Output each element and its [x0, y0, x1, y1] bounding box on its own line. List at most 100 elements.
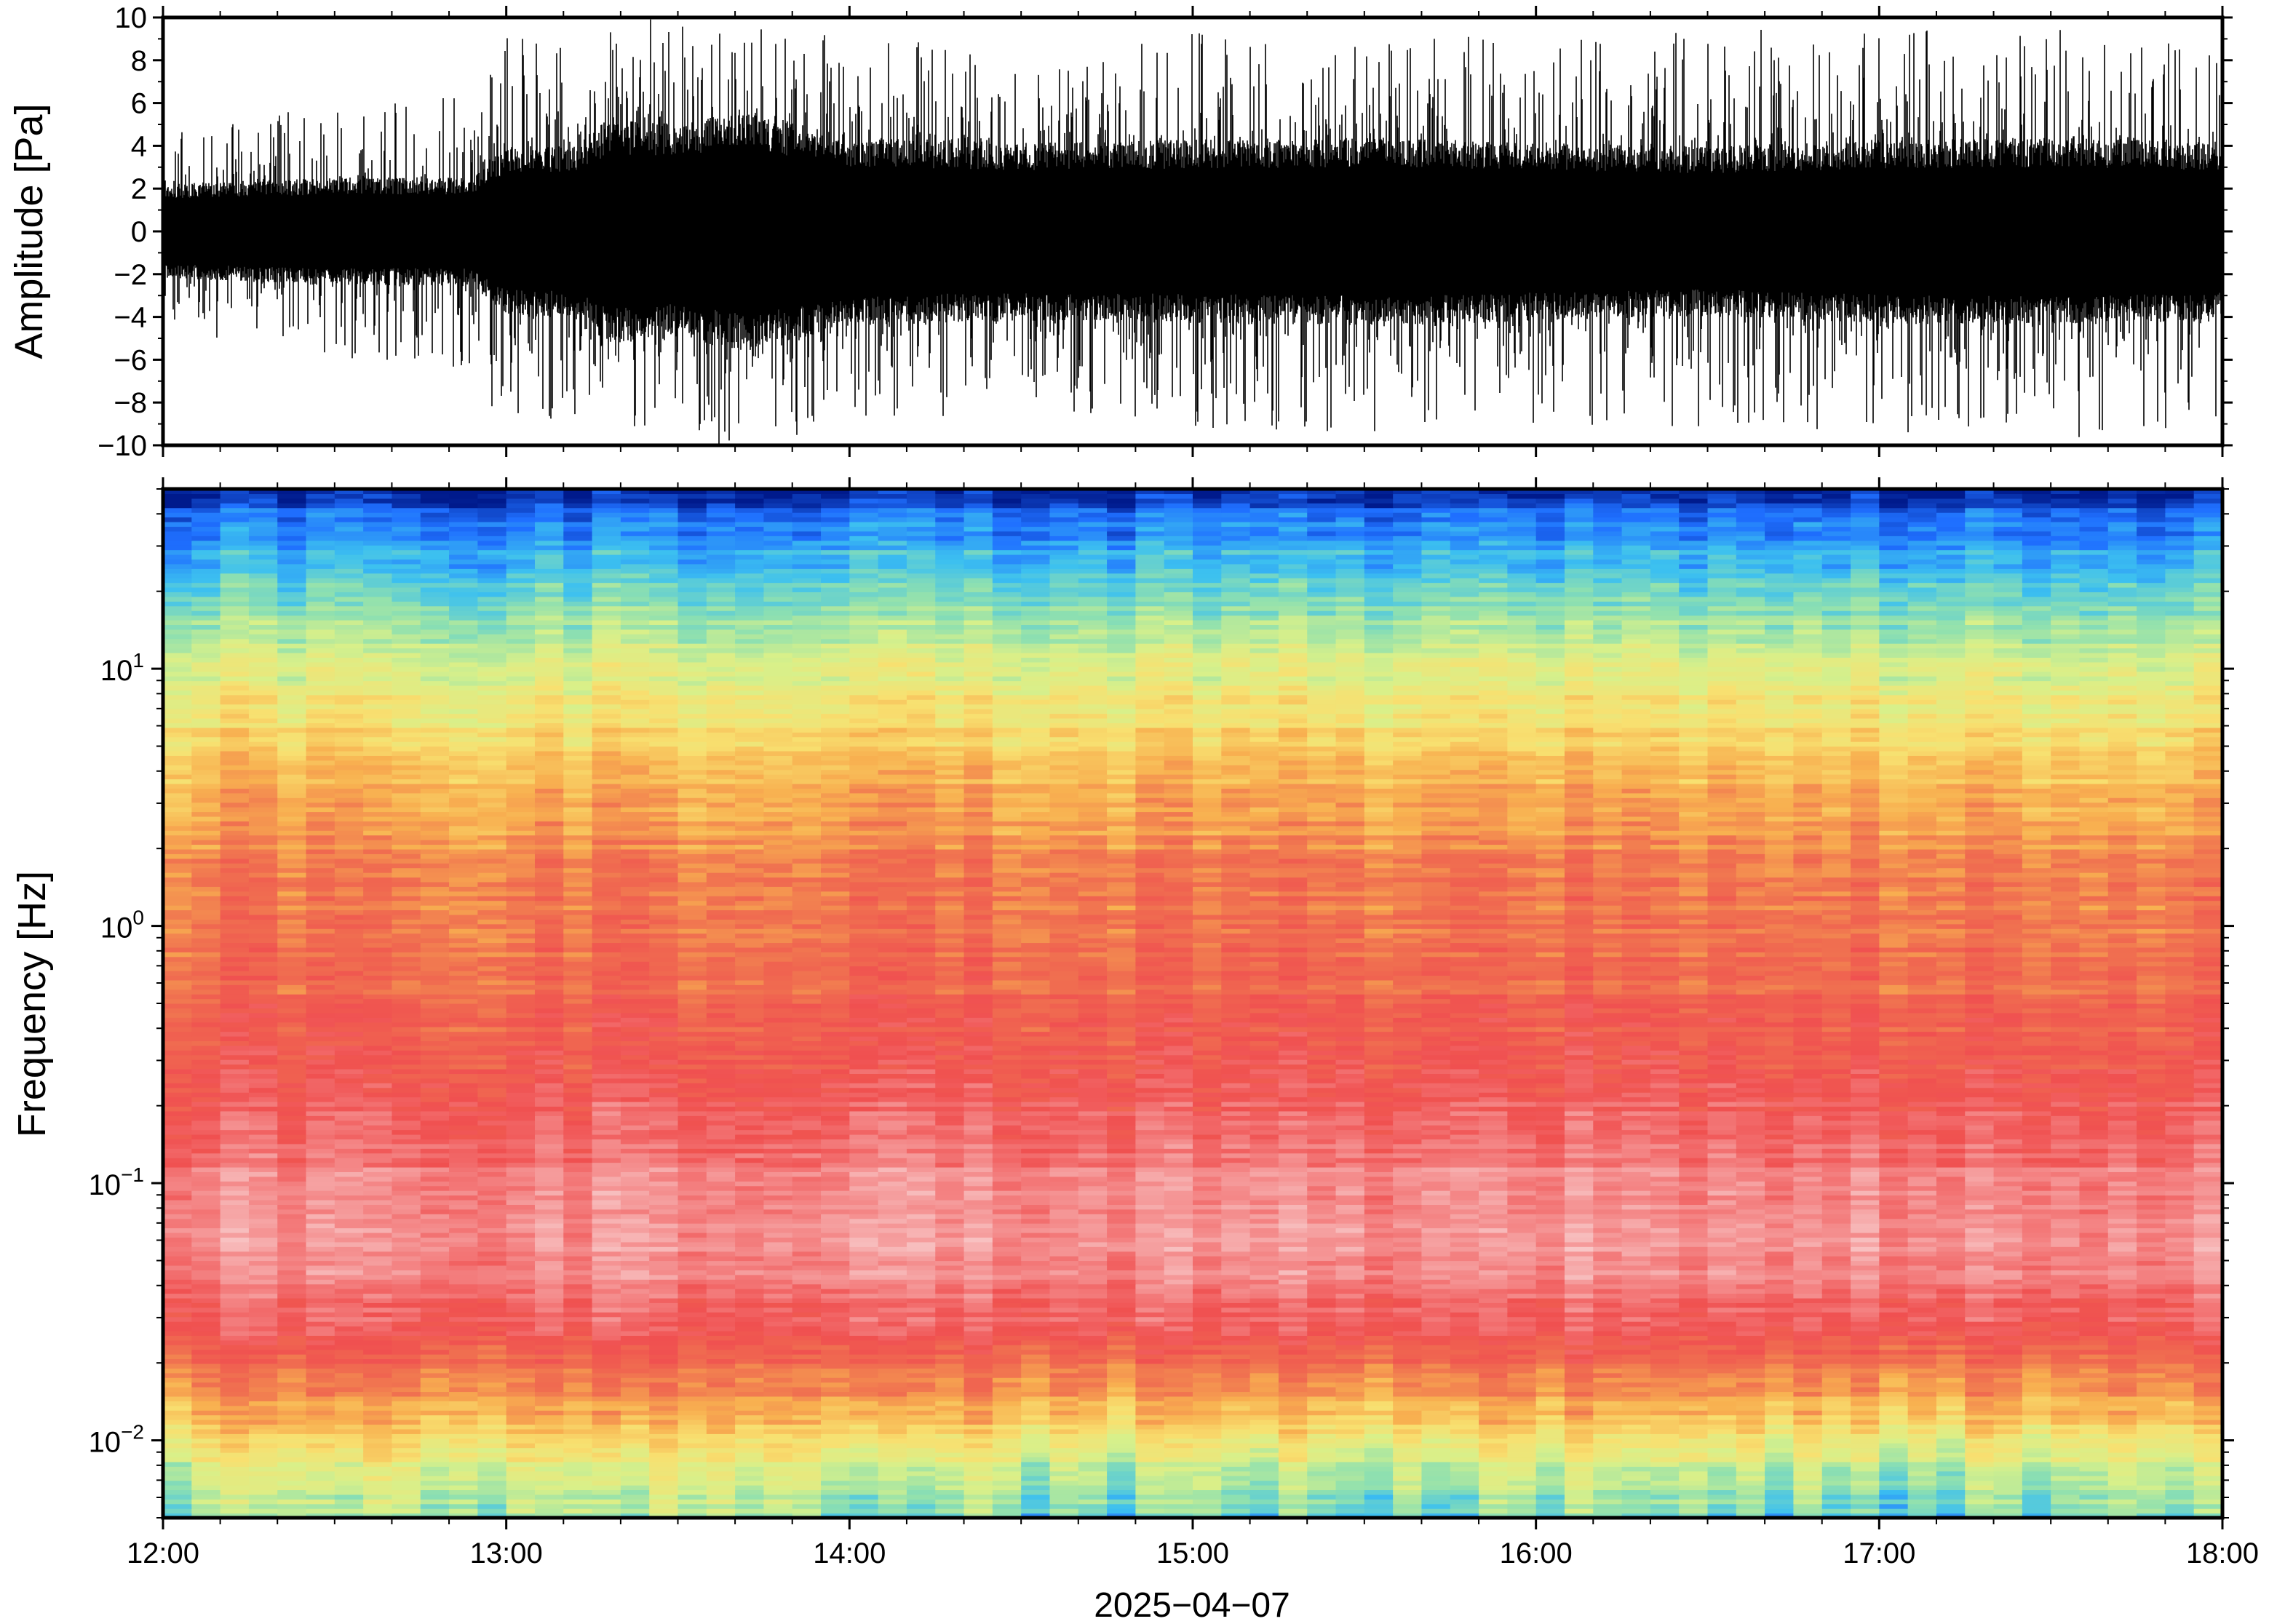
spectrogram-cell	[906, 1363, 936, 1369]
spectrogram-cell	[963, 1391, 993, 1397]
spectrogram-cell	[1164, 1302, 1193, 1308]
spectrogram-cell	[706, 1391, 736, 1397]
spectrogram-cell	[592, 1476, 621, 1481]
spectrogram-cell	[1249, 1358, 1279, 1364]
spectrogram-cell	[735, 1368, 765, 1374]
spectrogram-cell	[534, 1396, 564, 1401]
spectrogram-cell	[277, 1209, 307, 1214]
spectrogram-cell	[1650, 1218, 1680, 1224]
spectrogram-cell	[763, 1283, 793, 1289]
spectrogram-cell	[2079, 1214, 2109, 1219]
spectrogram-cell	[191, 1377, 221, 1383]
spectrogram-cell	[506, 1503, 536, 1509]
spectrogram-cell	[1450, 1476, 1479, 1481]
spectrogram-cell	[1078, 1349, 1108, 1355]
spectrogram-cell	[477, 1214, 507, 1219]
spectrogram-cell	[2193, 1312, 2222, 1318]
spectrogram-cell	[1164, 1513, 1193, 1518]
spectrogram-cell	[706, 1316, 736, 1322]
spectrogram-cell	[1993, 1251, 2023, 1257]
spectrogram-cell	[1049, 1391, 1079, 1397]
spectrogram-cell	[191, 1476, 221, 1481]
spectrogram-cell	[821, 1489, 850, 1495]
spectrogram-cell	[763, 1293, 793, 1299]
spectrogram-cell	[392, 1513, 421, 1518]
spectrogram-cell	[620, 1363, 650, 1369]
spectrogram-cell	[1450, 1354, 1479, 1360]
waveform-y-tick-label: 4	[131, 130, 147, 162]
spectrogram-cell	[2137, 1260, 2166, 1266]
spectrogram-cell	[1564, 1513, 1594, 1518]
spectrogram-cell	[1936, 1503, 1966, 1509]
spectrogram-cell	[163, 1428, 192, 1434]
spectrogram-cell	[220, 1457, 250, 1462]
spectrogram-cell	[2193, 1499, 2222, 1505]
spectrogram-cell	[1821, 1237, 1851, 1243]
spectrogram-cell	[792, 1316, 822, 1322]
spectrogram-cell	[2022, 1405, 2051, 1411]
spectrogram-cell	[592, 1302, 621, 1308]
spectrogram-cell	[763, 1382, 793, 1388]
spectrogram-cell	[1479, 1204, 1508, 1210]
spectrogram-cell	[763, 1265, 793, 1270]
spectrogram-cell	[763, 1345, 793, 1350]
spectrogram-cell	[506, 1424, 536, 1430]
spectrogram-cell	[1621, 1363, 1651, 1369]
spectrogram-cell	[306, 1377, 335, 1383]
spectrogram-cell	[1593, 1443, 1623, 1449]
spectrogram-cell	[1479, 1302, 1508, 1308]
spectrogram-cell	[1450, 1270, 1479, 1275]
spectrogram-cell	[1193, 1503, 1222, 1509]
spectrogram-cell	[363, 1396, 393, 1401]
spectrogram-cell	[878, 1251, 907, 1257]
spectrogram-cell	[735, 1340, 765, 1345]
spectrogram-cell	[935, 1345, 965, 1350]
spectrogram-cell	[563, 1349, 593, 1355]
spectrogram-cell	[1393, 1424, 1423, 1430]
spectrogram-cell	[677, 1377, 707, 1383]
spectrogram-cell	[220, 1372, 250, 1378]
spectrogram-cell	[534, 1391, 564, 1397]
spectrogram-cell	[1135, 1227, 1165, 1233]
spectrogram-cell	[277, 1470, 307, 1476]
spectrogram-cell	[1593, 1289, 1623, 1294]
spectrogram-cell	[620, 1396, 650, 1401]
spectrogram-cell	[1479, 1265, 1508, 1270]
spectrogram-cell	[1421, 1279, 1451, 1285]
spectrogram-cell	[477, 1307, 507, 1313]
spectrogram-cell	[792, 1293, 822, 1299]
spectrogram-cell	[1078, 1410, 1108, 1416]
spectrogram-cell	[1879, 1293, 1909, 1299]
spectrogram-cell	[1507, 1480, 1537, 1486]
spectrogram-cell	[1021, 1428, 1051, 1434]
spectrogram-cell	[2022, 1503, 2051, 1509]
spectrogram-cell	[963, 1414, 993, 1420]
spectrogram-cell	[306, 1494, 335, 1500]
spectrogram-cell	[277, 1396, 307, 1401]
spectrogram-cell	[677, 1396, 707, 1401]
spectrogram-cell	[1679, 1499, 1709, 1505]
spectrogram-cell	[963, 1321, 993, 1327]
spectrogram-cell	[1078, 1312, 1108, 1318]
spectrogram-cell	[363, 1251, 393, 1257]
spectrogram-cell	[1793, 1232, 1823, 1238]
spectrogram-cell	[792, 1480, 822, 1486]
spectrogram-cell	[1907, 1232, 1937, 1238]
spectrogram-cell	[1707, 1368, 1737, 1374]
spectrogram-cell	[163, 1358, 192, 1364]
spectrogram-cell	[163, 1335, 192, 1341]
spectrogram-cell	[220, 1438, 250, 1444]
spectrogram-cell	[1450, 1345, 1479, 1350]
spectrogram-cell	[2165, 1470, 2195, 1476]
spectrogram-cell	[1879, 1480, 1909, 1486]
spectrogram-cell	[1135, 1476, 1165, 1481]
spectrogram-cell	[449, 1368, 478, 1374]
spectrogram-cell	[1535, 1396, 1565, 1401]
spectrogram-cell	[392, 1223, 421, 1229]
spectrogram-cell	[620, 1387, 650, 1393]
spectrogram-cell	[1879, 1312, 1909, 1318]
spectrogram-cell	[1164, 1387, 1193, 1393]
spectrogram-cell	[1364, 1321, 1394, 1327]
spectrogram-cell	[2051, 1223, 2081, 1229]
spectrogram-cell	[906, 1466, 936, 1472]
